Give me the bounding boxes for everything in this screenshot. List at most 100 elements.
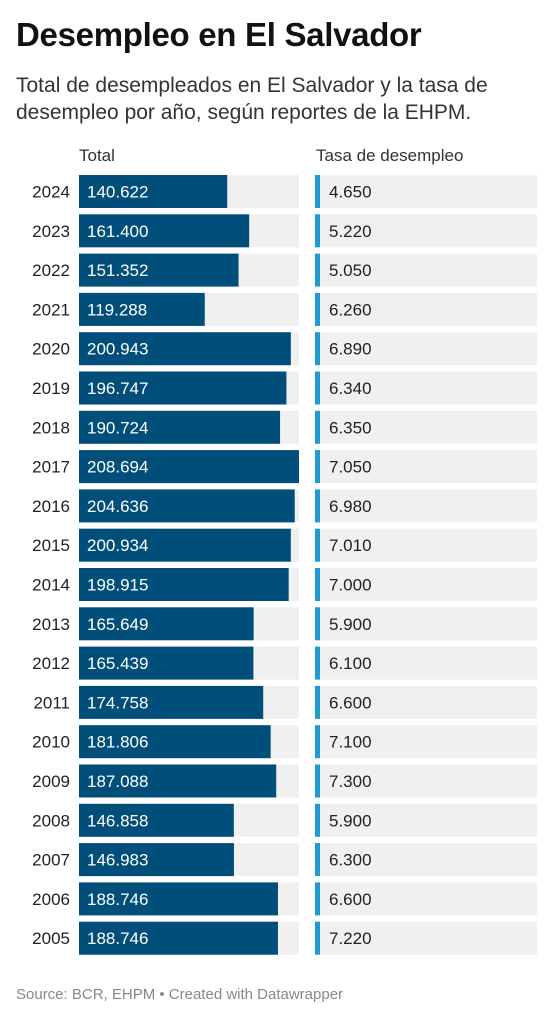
rate-bar: [315, 450, 320, 484]
year-label: 2018: [32, 418, 70, 437]
rate-value-label: 6.100: [329, 654, 372, 673]
year-label: 2009: [32, 772, 70, 791]
total-value-label: 200.943: [87, 340, 148, 359]
rate-value-label: 6.260: [329, 300, 372, 319]
total-bar: [79, 528, 291, 562]
total-value-label: 196.747: [87, 379, 148, 398]
rate-bar-track: [315, 882, 537, 916]
rate-bar-track: [315, 214, 537, 248]
year-label: 2023: [32, 222, 70, 241]
rate-bar-track: [315, 646, 537, 680]
total-value-label: 200.934: [87, 536, 148, 555]
total-value-label: 161.400: [87, 222, 148, 241]
rate-bar: [315, 292, 320, 326]
rate-bar-track: [315, 528, 537, 562]
rate-bar: [315, 843, 320, 877]
total-value-label: 190.724: [87, 418, 148, 437]
rate-value-label: 6.350: [329, 418, 372, 437]
rate-value-label: 5.900: [329, 811, 372, 830]
chart-title: Desempleo en El Salvador: [16, 16, 422, 53]
year-label: 2024: [32, 183, 70, 202]
rate-value-label: 5.220: [329, 222, 372, 241]
rate-bar-track: [315, 253, 537, 287]
rate-bar-track: [315, 175, 537, 208]
year-label: 2017: [32, 458, 70, 477]
total-value-label: 165.649: [87, 615, 148, 634]
rate-value-label: 6.600: [329, 693, 372, 712]
total-value-label: 146.983: [87, 851, 148, 870]
rate-bar-track: [315, 568, 537, 601]
total-bar: [79, 253, 239, 287]
total-bar: [79, 764, 277, 798]
year-label: 2008: [32, 811, 70, 830]
rate-value-label: 4.650: [329, 183, 372, 202]
rate-bar: [315, 685, 320, 719]
year-label: 2005: [32, 929, 70, 948]
rate-value-label: 7.050: [329, 458, 372, 477]
rate-value-label: 7.000: [329, 576, 372, 595]
total-value-label: 165.439: [87, 654, 148, 673]
chart-subtitle: Total de desempleados en El Salvador y l…: [16, 74, 488, 124]
rate-bar: [315, 882, 320, 916]
total-bar: [79, 292, 205, 326]
total-value-label: 140.622: [87, 183, 148, 202]
rate-bar: [315, 371, 320, 405]
rate-bar: [315, 332, 320, 366]
total-bar: [79, 371, 287, 405]
year-label: 2010: [32, 733, 70, 752]
rate-bar: [315, 175, 320, 208]
total-value-label: 181.806: [87, 733, 148, 752]
rate-bar: [315, 764, 320, 798]
rate-value-label: 7.100: [329, 733, 372, 752]
rate-bar-track: [315, 371, 537, 405]
total-bar: [79, 646, 254, 680]
rate-bar-track: [315, 450, 537, 484]
year-label: 2016: [32, 497, 70, 516]
rate-bar-track: [315, 843, 537, 877]
rate-value-label: 6.890: [329, 340, 372, 359]
source-note: Source: BCR, EHPM • Created with Datawra…: [16, 986, 344, 1003]
year-label: 2011: [33, 693, 70, 712]
total-value-label: 188.746: [87, 890, 148, 909]
total-bar: [79, 332, 291, 366]
total-value-label: 188.746: [87, 929, 148, 948]
year-label: 2006: [32, 890, 70, 909]
rate-value-label: 7.220: [329, 929, 372, 948]
rate-bar: [315, 410, 320, 444]
rate-value-label: 6.340: [329, 379, 372, 398]
year-label: 2013: [32, 615, 70, 634]
column-header-rate: Tasa de desempleo: [316, 146, 464, 165]
rate-bar-track: [315, 410, 537, 444]
total-bar: [79, 803, 234, 837]
rate-bar: [315, 489, 320, 523]
rate-value-label: 7.010: [329, 536, 372, 555]
rate-bar: [315, 253, 320, 287]
rate-value-label: 7.300: [329, 772, 372, 791]
rate-bar-track: [315, 332, 537, 366]
year-label: 2022: [32, 261, 70, 280]
total-bar: [79, 843, 234, 877]
rate-value-label: 6.600: [329, 890, 372, 909]
year-label: 2021: [32, 300, 70, 319]
total-value-label: 187.088: [87, 772, 148, 791]
rate-bar: [315, 528, 320, 562]
total-value-label: 146.858: [87, 811, 148, 830]
column-header-total: Total: [79, 146, 115, 165]
rate-bar: [315, 607, 320, 641]
total-value-label: 119.288: [87, 300, 147, 319]
rate-bar-track: [315, 489, 537, 523]
rate-bar-track: [315, 685, 537, 719]
year-label: 2012: [32, 654, 70, 673]
total-bar: [79, 410, 281, 444]
total-bar: [79, 607, 254, 641]
rate-value-label: 6.980: [329, 497, 372, 516]
rate-bar: [315, 568, 320, 601]
total-value-label: 174.758: [87, 693, 148, 712]
total-bar: [79, 450, 299, 484]
total-bar: [79, 725, 271, 759]
year-label: 2015: [32, 536, 70, 555]
total-bar: [79, 489, 295, 523]
total-bar: [79, 921, 278, 955]
rate-value-label: 6.300: [329, 851, 372, 870]
